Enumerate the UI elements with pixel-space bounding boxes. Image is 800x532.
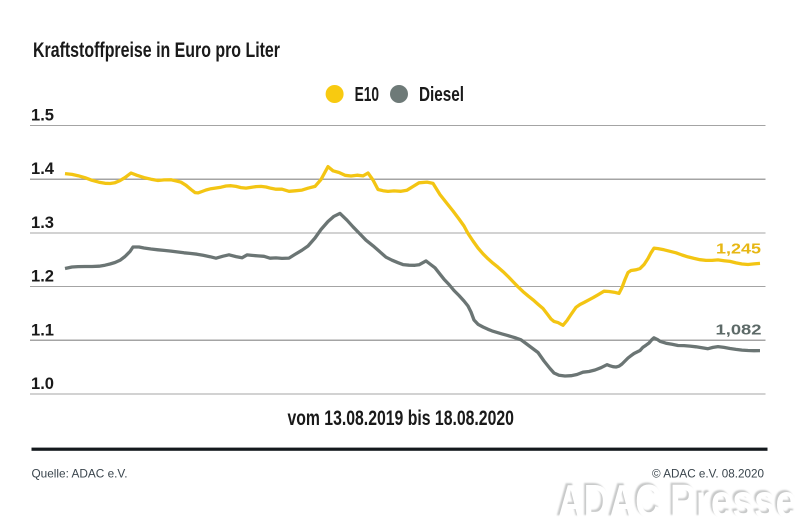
svg-text:E10: E10 xyxy=(355,84,379,106)
svg-text:1,082: 1,082 xyxy=(716,322,762,339)
svg-text:Presse: Presse xyxy=(668,473,795,525)
svg-text:1.5: 1.5 xyxy=(31,107,54,125)
svg-text:1.1: 1.1 xyxy=(31,321,54,339)
svg-text:1.3: 1.3 xyxy=(31,214,54,232)
svg-text:vom 13.08.2019 bis 18.08.2020: vom 13.08.2019 bis 18.08.2020 xyxy=(287,407,514,430)
svg-text:1,245: 1,245 xyxy=(716,240,761,257)
svg-text:Presse: Presse xyxy=(670,475,797,527)
svg-text:Kraftstoffpreise in Euro pro L: Kraftstoffpreise in Euro pro Liter xyxy=(33,39,280,62)
svg-text:Diesel: Diesel xyxy=(419,84,464,106)
svg-text:Quelle: ADAC e.V.: Quelle: ADAC e.V. xyxy=(32,466,128,480)
svg-text:1.0: 1.0 xyxy=(31,375,54,393)
svg-text:ADAC: ADAC xyxy=(558,475,661,527)
svg-text:1.2: 1.2 xyxy=(31,268,54,286)
svg-text:© ADAC e.V. 08.2020: © ADAC e.V. 08.2020 xyxy=(652,466,764,480)
svg-text:1.4: 1.4 xyxy=(31,160,55,178)
svg-text:ADAC: ADAC xyxy=(556,473,659,525)
